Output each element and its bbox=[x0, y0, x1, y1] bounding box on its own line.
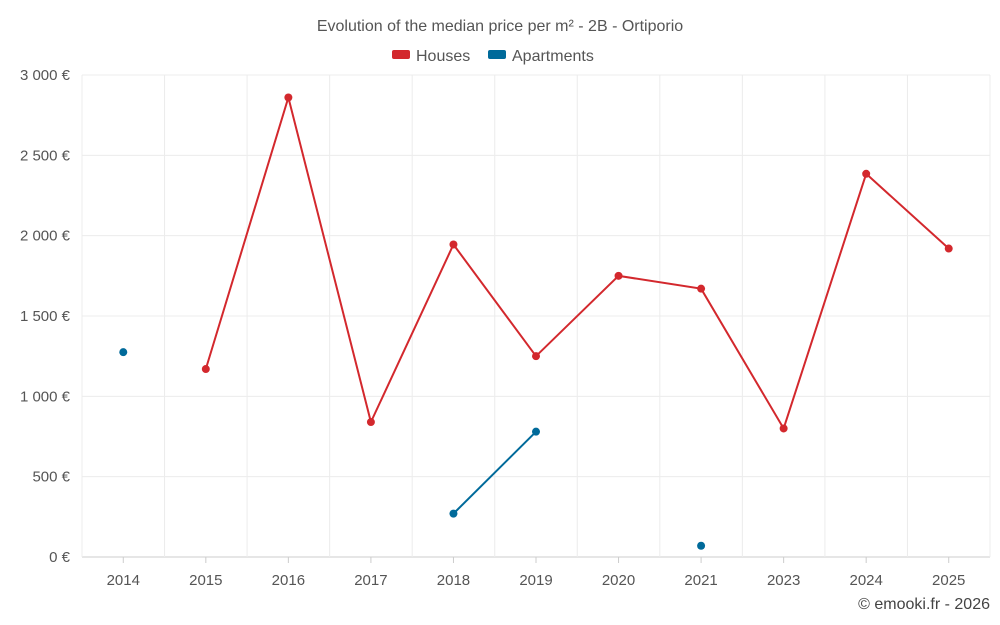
series bbox=[119, 93, 953, 550]
y-axis-ticks: 0 € 500 € 1 000 € 1 500 € 2 000 € 2 500 € 3 00… bbox=[20, 67, 71, 566]
x-tick-label: 2023 bbox=[767, 572, 800, 589]
legend-label-apartments[interactable]: Apartments bbox=[512, 48, 594, 65]
data-point-apartments-2014[interactable] bbox=[119, 348, 128, 357]
data-point-houses-2016[interactable] bbox=[284, 93, 293, 102]
series-line-apartments bbox=[452, 430, 537, 515]
copyright-text: © emooki.fr - 2026 bbox=[858, 596, 990, 613]
data-point-houses-2021[interactable] bbox=[697, 284, 706, 293]
x-tick-label: 2025 bbox=[932, 572, 965, 589]
data-point-houses-2015[interactable] bbox=[201, 365, 210, 374]
data-point-apartments-2018[interactable] bbox=[449, 509, 458, 518]
legend: Houses Apartments bbox=[392, 48, 594, 65]
x-tick-label: 2018 bbox=[437, 572, 470, 589]
y-tick-label: 0 € bbox=[49, 549, 71, 566]
y-tick-label: 500 € bbox=[32, 469, 70, 486]
y-tick-label: 3 000 € bbox=[20, 67, 71, 84]
x-tick-label: 2015 bbox=[189, 572, 222, 589]
y-tick-label: 2 000 € bbox=[20, 228, 71, 245]
y-tick-label: 1 000 € bbox=[20, 388, 71, 405]
series-line-houses bbox=[204, 93, 950, 431]
x-tick-label: 2019 bbox=[519, 572, 552, 589]
x-tick-label: 2017 bbox=[354, 572, 387, 589]
data-point-houses-2024[interactable] bbox=[862, 169, 871, 178]
data-point-houses-2019[interactable] bbox=[532, 352, 540, 361]
data-point-houses-2018[interactable] bbox=[449, 240, 458, 249]
legend-swatch-apartments bbox=[488, 50, 506, 59]
legend-swatch-houses bbox=[392, 50, 410, 59]
x-tick-label: 2020 bbox=[602, 572, 635, 589]
grid bbox=[81, 74, 991, 558]
x-tick-label: 2014 bbox=[107, 572, 140, 589]
data-point-apartments-2021[interactable] bbox=[697, 541, 706, 550]
data-point-houses-2017[interactable] bbox=[366, 418, 375, 427]
legend-label-houses[interactable]: Houses bbox=[416, 48, 470, 65]
y-tick-label: 1 500 € bbox=[20, 308, 71, 325]
y-tick-label: 2 500 € bbox=[20, 147, 71, 164]
x-tick-label: 2024 bbox=[849, 572, 882, 589]
data-point-houses-2023[interactable] bbox=[779, 424, 788, 433]
data-point-houses-2025[interactable] bbox=[944, 244, 953, 253]
data-point-houses-2020[interactable] bbox=[614, 271, 623, 280]
chart-title: Evolution of the median price per m² - 2… bbox=[317, 18, 683, 35]
x-tick-label: 2016 bbox=[272, 572, 305, 589]
x-axis-ticks: 2014 2015 2016 2017 2018 2019 2020 2021 2023 2024… bbox=[107, 557, 965, 589]
x-tick-label: 2021 bbox=[684, 572, 717, 589]
data-point-apartments-2019[interactable] bbox=[532, 427, 540, 436]
